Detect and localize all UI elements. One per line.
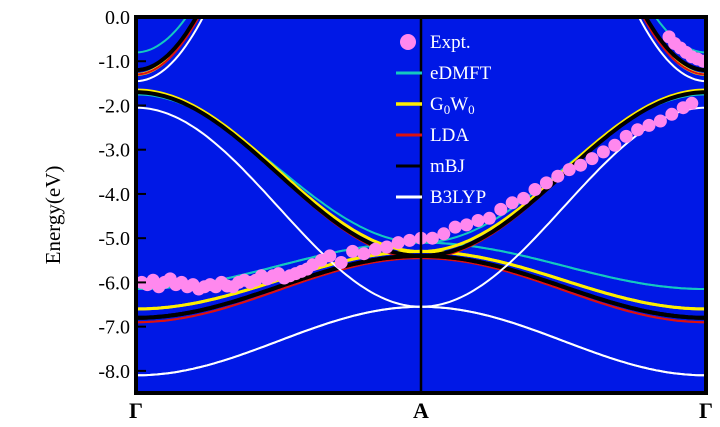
expt-point bbox=[346, 244, 360, 258]
expt-point bbox=[460, 218, 474, 232]
band-line-mbj-1-1 bbox=[421, 253, 706, 320]
expt-point bbox=[391, 236, 405, 250]
band-line-lda-1-0 bbox=[136, 257, 421, 324]
legend-label: B3LYP bbox=[430, 187, 486, 208]
plot-frame bbox=[134, 15, 708, 395]
expt-point bbox=[494, 202, 508, 216]
scatter-layer bbox=[136, 30, 706, 296]
expt-point bbox=[528, 183, 542, 196]
x-tick-label: Γ bbox=[699, 398, 713, 423]
expt-point bbox=[448, 220, 462, 234]
y-axis-label: Energy(eV) bbox=[41, 166, 65, 265]
legend-marker bbox=[400, 34, 416, 50]
legend: Expt. eDMFT G0W0 LDA mBJ B3LYP bbox=[396, 32, 492, 208]
band-line-b3lyp-1-1 bbox=[420, 305, 706, 377]
legend-label: mBJ bbox=[430, 156, 465, 177]
expt-point bbox=[562, 163, 576, 177]
expt-point bbox=[619, 129, 633, 143]
x-tick-label: Γ bbox=[129, 398, 143, 423]
expt-point bbox=[596, 145, 610, 159]
expt-point bbox=[653, 114, 667, 128]
y-tick-label: -7.0 bbox=[98, 317, 130, 339]
expt-point bbox=[403, 233, 417, 247]
expt-point bbox=[642, 118, 656, 132]
legend-label: Expt. bbox=[430, 32, 471, 53]
expt-point bbox=[323, 249, 337, 263]
expt-point bbox=[631, 123, 645, 137]
band-line-lda-1-1 bbox=[421, 257, 706, 324]
y-tick-label: -4.0 bbox=[98, 184, 130, 206]
y-tick-label: -6.0 bbox=[98, 272, 130, 294]
expt-point bbox=[425, 231, 439, 245]
expt-point bbox=[696, 54, 706, 68]
y-tick-label: -1.0 bbox=[98, 51, 130, 73]
band-line-mbj-2-1 bbox=[643, 17, 706, 73]
legend-label: G0W0 bbox=[430, 94, 475, 117]
expt-point bbox=[368, 242, 382, 256]
expt-point bbox=[665, 107, 679, 121]
expt-point bbox=[585, 152, 599, 166]
expt-point bbox=[482, 211, 496, 225]
expt-point bbox=[551, 169, 565, 183]
y-tick-label: -2.0 bbox=[98, 95, 130, 117]
y-tick-label: -8.0 bbox=[98, 361, 130, 383]
expt-point bbox=[357, 247, 371, 261]
expt-point bbox=[380, 240, 394, 254]
expt-point bbox=[574, 158, 588, 172]
expt-point bbox=[608, 138, 622, 152]
band-line-b3lyp-3-0 bbox=[136, 106, 421, 308]
legend-label: LDA bbox=[430, 125, 469, 146]
expt-point bbox=[685, 96, 699, 110]
y-tick-label: -3.0 bbox=[98, 140, 130, 162]
band-line-g0w0-3-0 bbox=[136, 88, 421, 253]
band-line-g0w0-1-1 bbox=[420, 249, 706, 311]
expt-point bbox=[437, 227, 451, 241]
band-line-lda-2-1 bbox=[642, 17, 706, 76]
expt-point bbox=[334, 256, 348, 269]
band-line-mbj-1-0 bbox=[136, 253, 421, 320]
band-line-mbj-2-0 bbox=[136, 17, 199, 73]
expt-point bbox=[505, 196, 519, 210]
legend-label: eDMFT bbox=[430, 63, 492, 84]
y-tick-label: 0.0 bbox=[105, 7, 130, 29]
y-axis: 0.0 -1.0 -2.0 -3.0 -4.0 -5.0 -6.0 -7.0 -8.0 bbox=[98, 7, 146, 383]
y-tick-label: -5.0 bbox=[98, 228, 130, 250]
expt-point bbox=[517, 191, 531, 205]
band-line-edmft-2-0 bbox=[136, 17, 188, 54]
x-tick-label: A bbox=[413, 398, 429, 423]
band-line-b3lyp-1-0 bbox=[136, 305, 422, 377]
band-line-lda-2-0 bbox=[136, 17, 200, 76]
expt-point bbox=[539, 176, 553, 190]
band-line-b3lyp-2-0 bbox=[136, 17, 205, 83]
band-line-b3lyp-2-1 bbox=[637, 17, 706, 83]
expt-point bbox=[471, 214, 485, 227]
